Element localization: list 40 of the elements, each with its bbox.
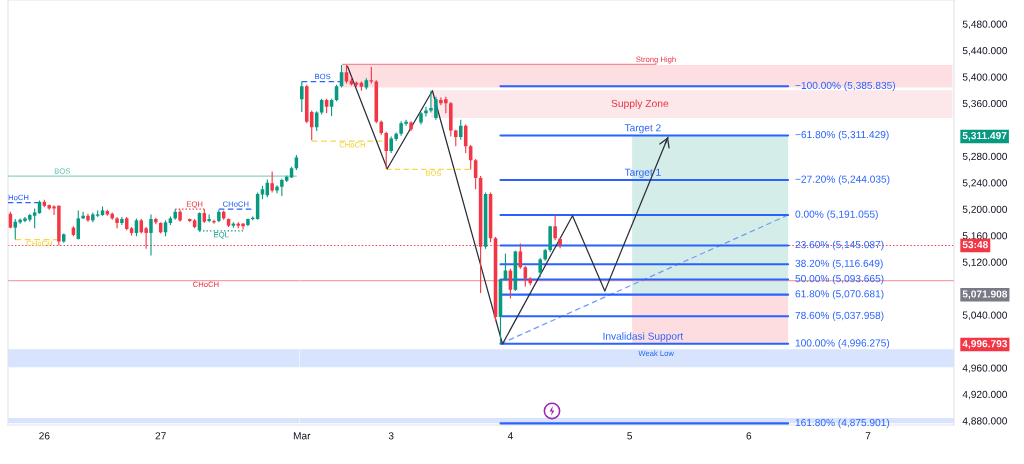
series-label: 100.00% (4,996.275) bbox=[795, 339, 890, 349]
annotation: Target 1 bbox=[624, 168, 661, 178]
y-tick-label: 5,160.000 bbox=[962, 232, 1008, 241]
y-tick-label: 4,920.000 bbox=[962, 390, 1008, 400]
y-tick-label: 5,200.000 bbox=[962, 205, 1008, 215]
x-tick-label: 5 bbox=[627, 432, 633, 440]
series-label: 78.60% (5,037.958) bbox=[795, 311, 884, 321]
y-tick-label: 4,960.000 bbox=[962, 364, 1008, 373]
series-label: −61.80% (5,311.429) bbox=[795, 130, 889, 141]
y-tick-label: 5,120.000 bbox=[962, 258, 1008, 267]
y-tick-label: 5,040.000 bbox=[962, 311, 1008, 320]
series-label: −100.00% (5,385.835) bbox=[795, 81, 896, 91]
annotation: Target 2 bbox=[624, 124, 661, 134]
annotation: 53:48 bbox=[962, 241, 988, 249]
x-tick-label: 7 bbox=[865, 432, 871, 440]
series-label: 0.00% (5,191.055) bbox=[795, 210, 878, 220]
x-tick-label: Mar bbox=[293, 432, 311, 440]
y-tick-label: 5,440.000 bbox=[962, 47, 1008, 56]
y-tick-label: 5,240.000 bbox=[962, 179, 1008, 188]
series-label: 161.80% (4,875.901) bbox=[795, 418, 890, 429]
series-label: 38.20% (5,116.649) bbox=[795, 259, 883, 269]
x-tick-label: 4 bbox=[507, 432, 513, 440]
y-tick-label: 4,996.793 bbox=[962, 340, 1008, 349]
annotation: Invalidasi Support bbox=[603, 332, 684, 342]
series-label: 50.00% (5,093.665) bbox=[795, 274, 884, 285]
series-label: −27.20% (5,244.035) bbox=[795, 175, 890, 185]
y-tick-label: 5,311.497 bbox=[962, 132, 1007, 141]
series-label: 61.80% (5,070.681) bbox=[795, 289, 884, 300]
x-tick-label: 6 bbox=[746, 432, 752, 440]
series-label: 23.60% (5,145.087) bbox=[795, 240, 884, 251]
x-tick-label: 26 bbox=[39, 432, 50, 440]
x-tick-label: 3 bbox=[388, 432, 394, 440]
y-tick-label: 5,480.000 bbox=[962, 20, 1008, 29]
y-tick-label: 5,400.000 bbox=[962, 73, 1008, 82]
y-tick-label: 5,280.000 bbox=[962, 152, 1008, 162]
y-tick-label: 4,880.000 bbox=[962, 417, 1008, 426]
y-tick-label: 5,071.908 bbox=[962, 290, 1008, 300]
x-tick-label: 27 bbox=[155, 432, 166, 440]
y-tick-label: 5,360.000 bbox=[962, 99, 1008, 109]
series-label: Supply Zone bbox=[611, 99, 669, 110]
